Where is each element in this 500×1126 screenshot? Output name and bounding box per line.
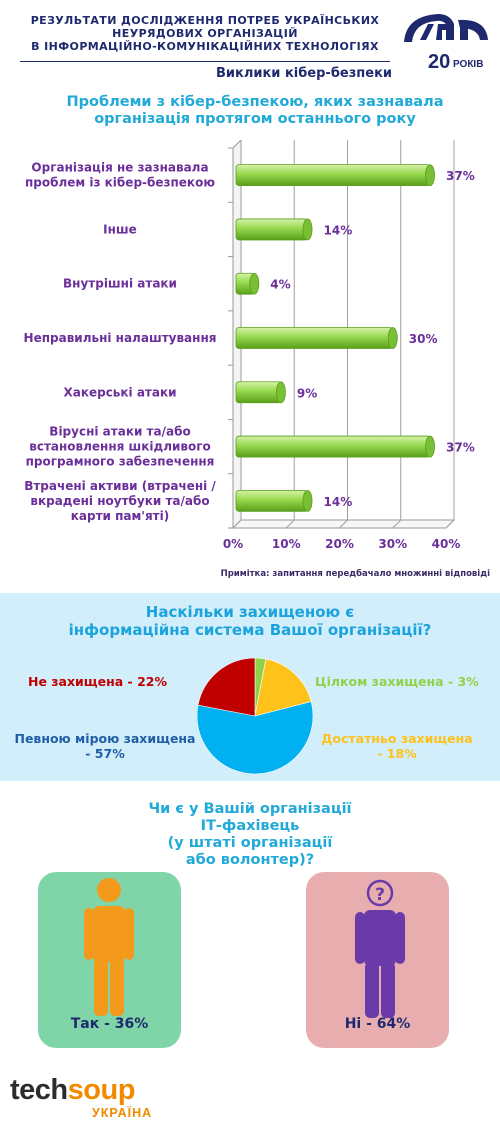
bar-value-label: 4% (270, 278, 290, 292)
no-label: Ні - 64% (344, 1016, 411, 1032)
protection-pie-chart (196, 657, 314, 775)
x-tick-label: 40% (432, 537, 461, 551)
grid-line (285, 519, 295, 529)
report-subtitle: Виклики кібер-безпеки (216, 66, 392, 81)
bar (235, 218, 308, 241)
category-label: Втрачені активи (втрачені / вкрадені ноут… (24, 479, 216, 523)
q1-note: Примітка: запитання передбачало множинні… (220, 569, 490, 579)
bar-value-label: 30% (409, 332, 438, 346)
category-label-line: Організація не зазнавала (31, 161, 208, 175)
report-title-line: В ІНФОРМАЦІЙНО-КОМУНІКАЦІЙНИХ ТЕХНОЛОГІЯ… (31, 40, 379, 53)
bar-cap (302, 218, 313, 241)
logo-number: 20 (428, 51, 450, 72)
it-specialist-no-card: ? Ні - 64% (306, 872, 449, 1048)
pie-slice (254, 658, 312, 717)
logo-soup: soup (67, 1074, 136, 1106)
bar-value-label: 9% (297, 386, 317, 400)
label-partly-protected: Певною мірою захищена - 57% (10, 731, 200, 761)
svg-text:?: ? (375, 885, 385, 905)
label-enough-line: Достатньо захищена (321, 731, 473, 746)
q2-title: Наскільки захищеною є інформаційна систе… (0, 603, 500, 639)
it-specialist-yes-card: Так - 36% (38, 872, 181, 1048)
bar-cap (425, 164, 435, 187)
category-label: Неправильні налаштування (24, 331, 217, 345)
category-label-line: Внутрішні атаки (63, 277, 177, 291)
category-label-line: Неправильні налаштування (24, 331, 217, 345)
x-tick-label: 0% (223, 537, 243, 551)
pie-slice (197, 657, 256, 717)
q1-title-line: організація протягом останнього року (94, 111, 416, 127)
techsoup-logo: techsoup (10, 1074, 135, 1107)
report-title: РЕЗУЛЬТАТИ ДОСЛІДЖЕННЯ ПОТРЕБ УКРАЇНСЬКИ… (20, 14, 390, 53)
bar (235, 164, 431, 187)
person-icon (84, 878, 134, 1016)
category-label-line: Інше (103, 222, 137, 236)
category-label-line: Хакерські атаки (63, 385, 176, 399)
header-divider (20, 61, 390, 62)
cyber-problems-bar-chart: 0% 10% 20% 30% 40% 37% Організація не зазнавал… (24, 140, 475, 551)
bar-value-label: 14% (324, 223, 353, 237)
bar-cap (302, 489, 313, 512)
q3-title-line: (у штаті організації (167, 835, 333, 851)
x-tick-label: 30% (378, 537, 407, 551)
grid-line (339, 519, 348, 529)
anniversary-logo: 20 РОКІВ (404, 14, 488, 72)
person-question-icon: ? (355, 879, 405, 1018)
category-label-line: вкрадені ноутбуки та/або (30, 494, 209, 508)
pie-slice (196, 701, 314, 775)
bar (235, 381, 282, 404)
bar-cap (425, 435, 435, 458)
x-tick-label: 10% (272, 537, 301, 551)
category-label-line: проблем із кібер-безпекою (25, 176, 215, 190)
q1-title: Проблеми з кібер-безпекою, яких зазнавал… (20, 94, 490, 128)
label-partly-line: Певною мірою захищена (14, 731, 196, 746)
category-label: Інше (103, 222, 137, 236)
q3-title: Чи є у Вашій організації ІТ-фахівець (у … (100, 801, 400, 869)
category-label-line: встановлення шкідливого (29, 440, 211, 454)
category-label-line: карти пам'яті) (71, 509, 170, 523)
yes-label: Так - 36% (70, 1016, 149, 1032)
bar-cap (249, 272, 260, 295)
category-label-line: Вірусні атаки та/або (49, 425, 190, 439)
label-fully-protected: Цілком захищена - 3% (315, 674, 479, 689)
category-label: Хакерські атаки (63, 385, 176, 399)
logo-tech: tech (10, 1074, 68, 1106)
q3-title-line: Чи є у Вашій організації (148, 801, 352, 817)
q3-title-line: або волонтер)? (185, 852, 315, 868)
protection-panel: Наскільки захищеною є інформаційна систе… (0, 593, 500, 781)
bar-value-label: 37% (446, 169, 475, 183)
report-title-line: НЕУРЯДОВИХ ОРГАНІЗАЦІЙ (112, 27, 298, 40)
techsoup-sublabel: УКРАЇНА (92, 1106, 153, 1120)
report-title-line: РЕЗУЛЬТАТИ ДОСЛІДЖЕННЯ ПОТРЕБ УКРАЇНСЬКИ… (30, 14, 380, 27)
q2-title-line: Наскільки захищеною є (145, 603, 355, 621)
label-enough-protected: Достатньо захищена - 18% (312, 731, 482, 761)
x-tick-label: 20% (325, 537, 354, 551)
bar (235, 327, 394, 349)
bar-value-label: 37% (446, 441, 475, 455)
bar-cap (276, 381, 286, 404)
grid-line (445, 519, 455, 529)
grid-line (392, 519, 402, 529)
bar (235, 489, 308, 512)
label-partly-line: - 57% (85, 746, 125, 761)
label-enough-line: - 18% (377, 746, 417, 761)
bar (235, 435, 431, 458)
category-label: Організація не зазнавала проблем із кібер… (25, 161, 215, 190)
category-label-line: Втрачені активи (втрачені / (24, 479, 216, 493)
label-not-protected: Не захищена - 22% (28, 674, 167, 689)
category-label-line: програмного забезпечення (26, 455, 215, 469)
q2-title-line: інформаційна система Вашої організації? (68, 621, 432, 639)
bar-value-label: 14% (324, 495, 353, 509)
q3-title-line: ІТ-фахівець (200, 818, 300, 834)
q1-title-line: Проблеми з кібер-безпекою, яких зазнавал… (66, 94, 444, 110)
category-label: Вірусні атаки та/або встановлення шкідлив… (26, 425, 215, 469)
logo-word: РОКІВ (453, 59, 483, 70)
bar-cap (387, 327, 398, 349)
category-label: Внутрішні атаки (63, 277, 177, 291)
